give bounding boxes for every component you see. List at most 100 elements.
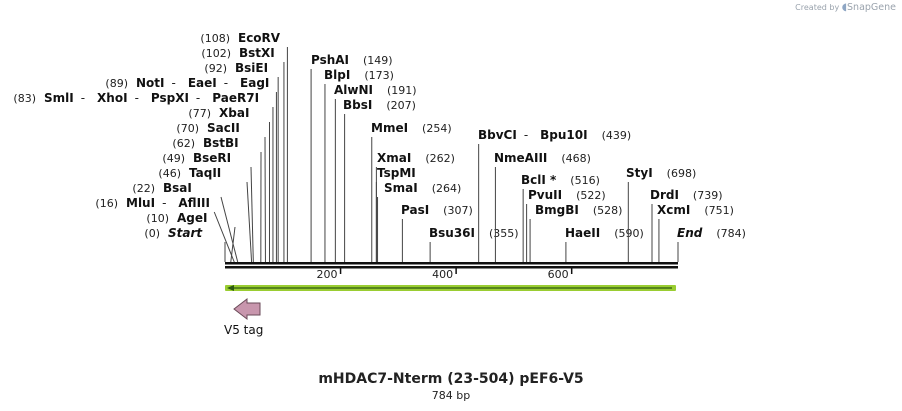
site-name: Bsu36I (429, 226, 475, 240)
site-name: NotI (136, 76, 165, 90)
site-pos-label: (439) (602, 129, 632, 142)
site-name: Start (168, 226, 203, 240)
site-name: DrdI (650, 188, 679, 202)
dna-strand-bottom (225, 266, 678, 269)
site-right-0: PshAI (149) (310, 53, 393, 262)
dna-strand-top (225, 262, 678, 265)
site-pos-label: (83) (13, 92, 36, 105)
site-left-12: (102) BstXI (201, 46, 285, 262)
site-left-8: (77) XbaI (188, 106, 270, 262)
site-name: XcmI (657, 203, 690, 217)
site-right-8: PasI (307) (401, 203, 473, 262)
site-left-0: (0) Start (144, 226, 226, 262)
site-name: EcoRV (238, 31, 281, 45)
site-left-13: (108) EcoRV (200, 31, 288, 262)
site-pos-label: (49) (162, 152, 185, 165)
site-pos-label: (262) (425, 152, 455, 165)
site-pos-label: (92) (204, 62, 227, 75)
site-right-10: BbvCI - Bpu10I (439) (478, 128, 631, 262)
site-right-13: PvuII (522) (526, 188, 606, 262)
site-right-2: AlwNI (191) (334, 83, 417, 262)
site-name: BstXI (239, 46, 275, 60)
snapgene-logo-icon: ◖ (841, 2, 848, 13)
site-name: AgeI (177, 211, 207, 225)
site-pos-label: (307) (443, 204, 473, 217)
site-left-6: (62) BstBI (172, 136, 262, 263)
axis-tick-label: 400 (432, 268, 453, 281)
site-left-3: (22) BsaI (132, 181, 239, 263)
site-name: XmaI (377, 151, 411, 165)
site-pos-label: (191) (387, 84, 417, 97)
site-name: PshAI (311, 53, 349, 67)
site-pos-label: (89) (105, 77, 128, 90)
site-name: BmgBI (535, 203, 579, 217)
site-line (220, 196, 239, 263)
site-right-1: BlpI (173) (324, 68, 394, 262)
axis-tick-label: 600 (548, 268, 569, 281)
site-name-separator: - (81, 91, 85, 105)
site-name: PspXI (151, 91, 189, 105)
site-name: XhoI (97, 91, 128, 105)
site-name: BseRI (193, 151, 231, 165)
site-left-9: (83) SmlI - XhoI - PspXI - PaeR7I (13, 91, 274, 262)
map-title: mHDAC7-Nterm (23-504) pEF6-V5 (318, 371, 584, 387)
site-pos-label: (62) (172, 137, 195, 150)
site-left-7: (70) SacII (176, 121, 266, 263)
orf-arrowhead-icon (227, 285, 234, 291)
site-name: AlwNI (334, 83, 373, 97)
site-right-7: SmaI (264) (377, 181, 462, 262)
site-pos-label: (10) (146, 212, 169, 225)
site-name: NmeAIII (494, 151, 547, 165)
site-name: AflIII (178, 196, 210, 210)
site-right-14: BmgBI (528) (529, 203, 623, 262)
site-line (213, 211, 235, 263)
site-right-11: NmeAIII (468) (494, 151, 591, 262)
site-pos-label: (784) (716, 227, 746, 240)
v5-tag-arrow-icon (233, 297, 261, 321)
site-pos-label: (468) (561, 152, 591, 165)
site-line (246, 181, 253, 263)
site-left-11: (92) BsiEI (204, 61, 279, 262)
site-pos-label: (149) (363, 54, 393, 67)
site-name-separator: - (162, 196, 166, 210)
site-name: XbaI (219, 106, 249, 120)
site-pos-label: (698) (667, 167, 697, 180)
site-name: EagI (240, 76, 269, 90)
site-name: End (677, 226, 703, 240)
site-pos-label: (355) (489, 227, 519, 240)
site-name-separator: - (196, 91, 200, 105)
credit-brand: SnapGene (847, 2, 896, 13)
site-right-6: TspMI (375, 166, 416, 262)
site-left-1: (10) AgeI (146, 211, 236, 263)
feature-label-v5-tag: V5 tag (224, 323, 263, 337)
site-right-19: End (784) (677, 226, 746, 262)
site-name-separator: - (524, 128, 528, 142)
site-name: StyI (626, 166, 653, 180)
map-size-label: 784 bp (431, 389, 471, 402)
site-pos-label: (70) (176, 122, 199, 135)
site-name: MmeI (371, 121, 408, 135)
site-left-4: (46) TaqII (158, 166, 253, 263)
site-pos-label: (77) (188, 107, 211, 120)
site-left-2: (16) MluI - AflIII (95, 196, 235, 263)
site-name: EaeI (188, 76, 217, 90)
site-pos-label: (751) (704, 204, 734, 217)
site-name: BsiEI (235, 61, 268, 75)
site-name-separator: - (135, 91, 139, 105)
site-right-15: HaeII (590) (565, 226, 644, 262)
site-right-4: MmeI (254) (371, 121, 452, 262)
site-pos-label: (173) (364, 69, 394, 82)
site-right-18: XcmI (751) (657, 203, 734, 262)
site-left-5: (49) BseRI (162, 151, 254, 263)
site-right-12: BclI * (516) (521, 173, 600, 262)
site-pos-label: (46) (158, 167, 181, 180)
credit-prefix: Created by (795, 3, 840, 12)
site-pos-label: (528) (593, 204, 623, 217)
site-pos-label: (264) (432, 182, 462, 195)
site-name: PvuII (528, 188, 562, 202)
site-name-separator: - (224, 76, 228, 90)
site-name: SmlI (44, 91, 74, 105)
site-pos-label: (108) (200, 32, 230, 45)
site-pos-label: (16) (95, 197, 118, 210)
